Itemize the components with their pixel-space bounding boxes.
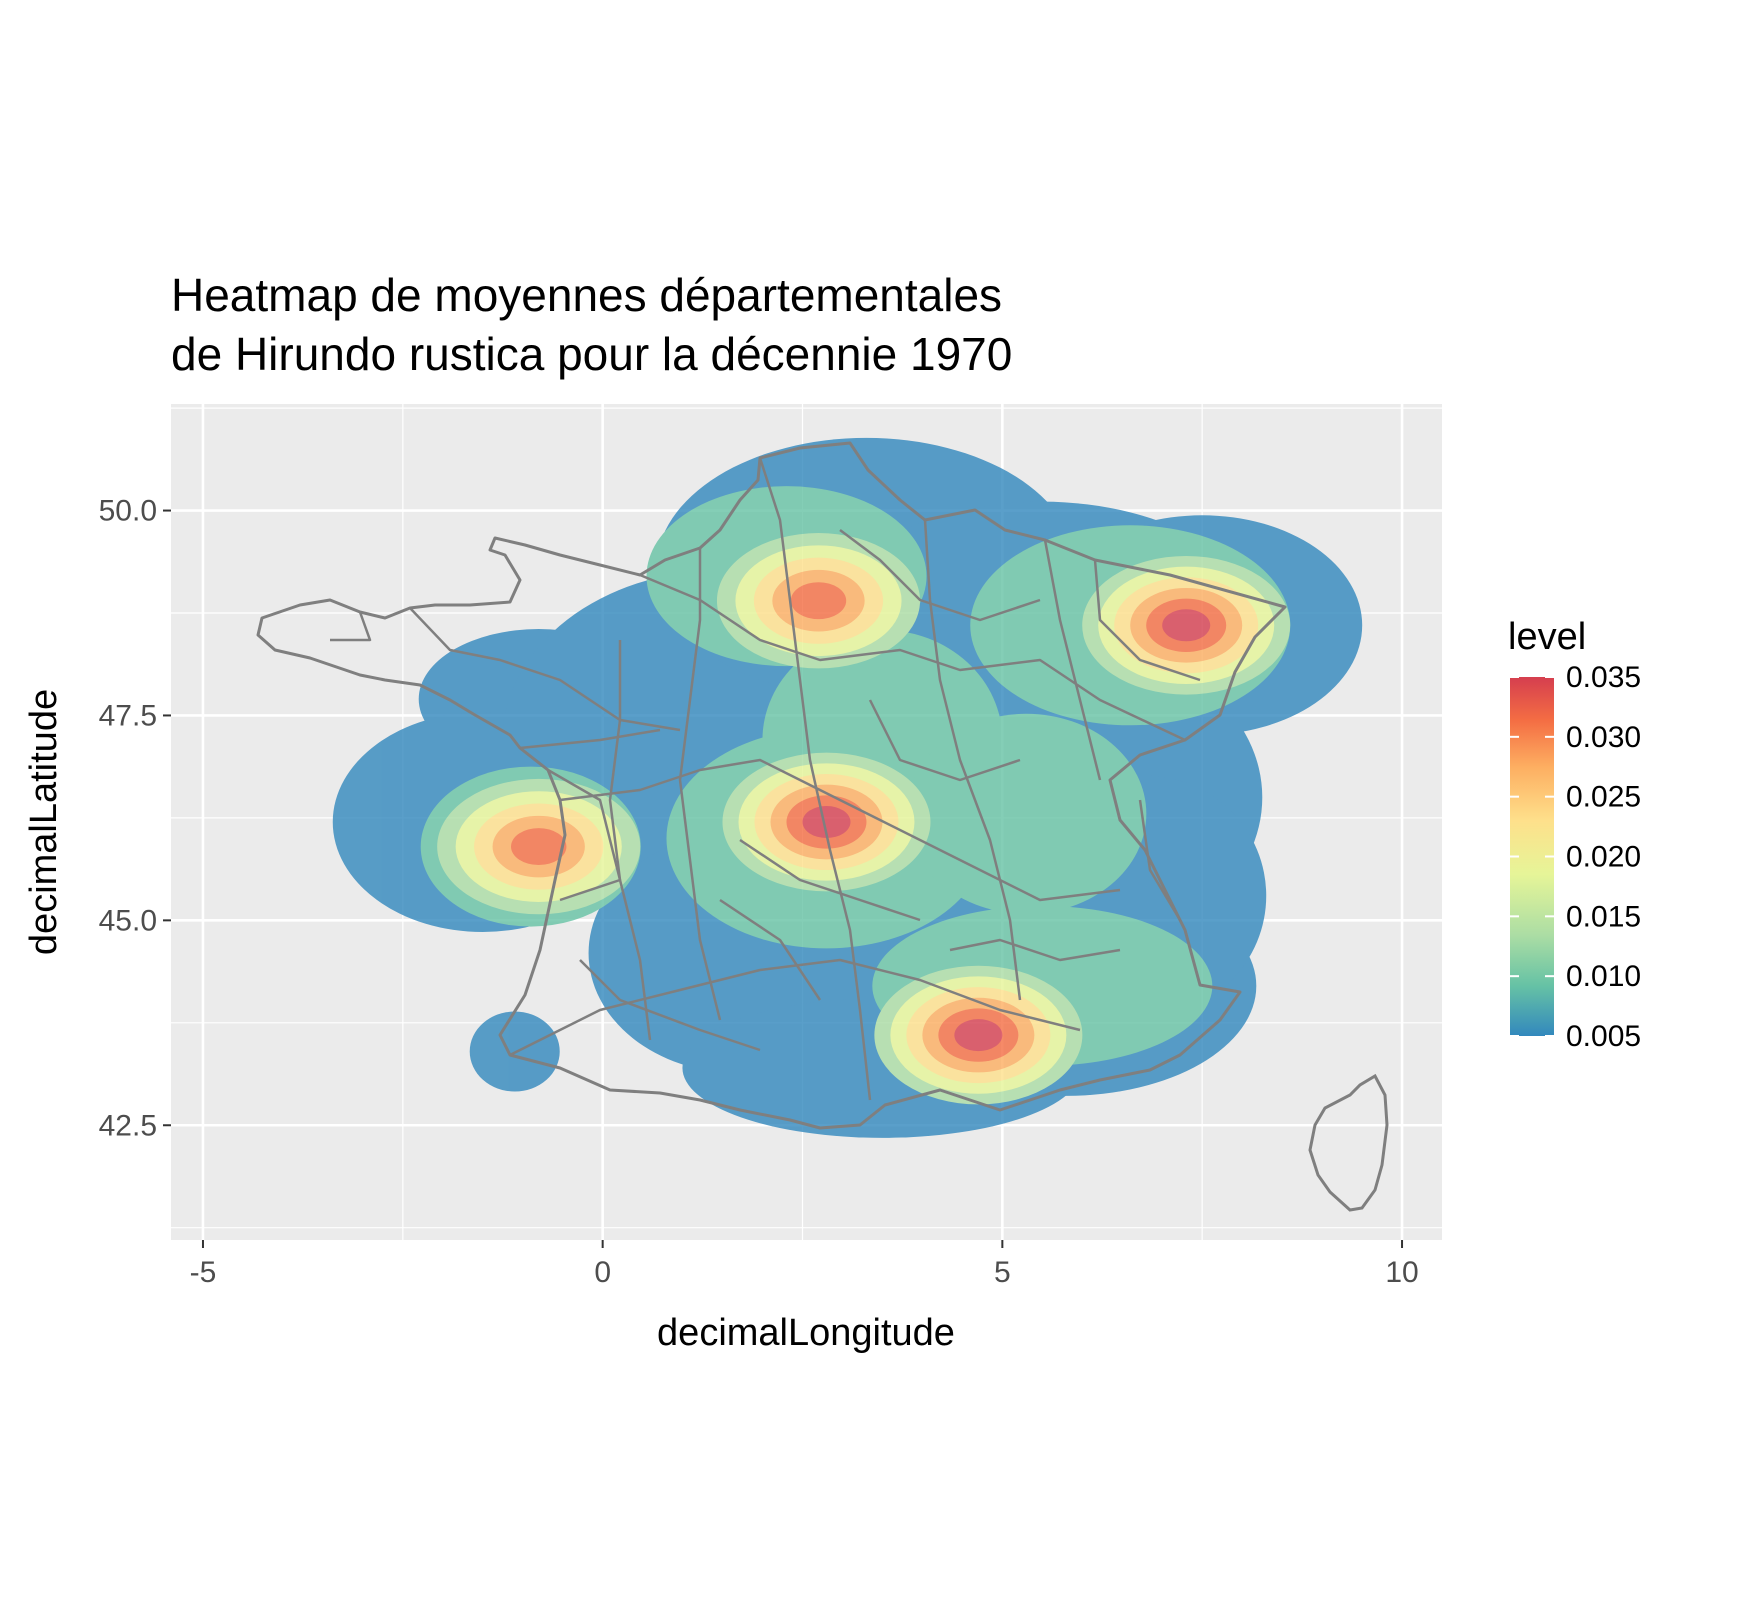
legend-label: 0.015 bbox=[1566, 900, 1641, 933]
x-tick-label: 5 bbox=[994, 1256, 1011, 1289]
density-hotspot bbox=[716, 533, 921, 669]
legend: level 0.005 0.010 0.015 0.020 0.025 0.030 0.03… bbox=[1508, 616, 1641, 1053]
y-tick-label: 50.0 bbox=[99, 495, 157, 528]
chart-title-line-1: Heatmap de moyennes départementales bbox=[171, 269, 1002, 321]
y-tick-label: 42.5 bbox=[99, 1109, 157, 1142]
x-tick-label: -5 bbox=[190, 1256, 217, 1289]
x-axis-title: decimalLongitude bbox=[657, 1312, 955, 1354]
density-level-ring bbox=[790, 582, 847, 620]
legend-label: 0.020 bbox=[1566, 841, 1641, 874]
legend-label: 0.005 bbox=[1566, 1020, 1641, 1053]
legend-ticks: 0.005 0.010 0.015 0.020 0.025 0.030 0.035 bbox=[1510, 661, 1641, 1053]
legend-title: level bbox=[1508, 616, 1586, 658]
y-tick-label: 47.5 bbox=[99, 699, 157, 732]
chart-title-line-2: de Hirundo rustica pour la décennie 1970 bbox=[171, 328, 1012, 380]
department-boundaries bbox=[330, 457, 1201, 1101]
x-tick-label: 10 bbox=[1385, 1256, 1418, 1289]
legend-label: 0.025 bbox=[1566, 781, 1641, 814]
density-level-ring bbox=[1162, 609, 1211, 642]
density-level-ring bbox=[511, 828, 567, 866]
x-tick-label: 0 bbox=[594, 1256, 611, 1289]
density-hotspot bbox=[874, 965, 1083, 1105]
corsica-outline bbox=[1308, 1073, 1389, 1212]
legend-label: 0.030 bbox=[1566, 721, 1641, 754]
y-axis-title: decimalLatitude bbox=[23, 689, 65, 955]
map-layer bbox=[256, 437, 1389, 1212]
density-level-ring bbox=[802, 806, 851, 838]
x-axis: -5 0 5 10 bbox=[190, 1240, 1419, 1289]
density-hotspot bbox=[437, 778, 641, 915]
legend-label: 0.010 bbox=[1566, 960, 1641, 993]
density-level-ring bbox=[954, 1019, 1003, 1052]
legend-label: 0.035 bbox=[1566, 661, 1641, 694]
density-mid-region bbox=[906, 713, 1147, 914]
y-axis: 42.5 45.0 47.5 50.0 bbox=[99, 495, 171, 1142]
density-hotspot bbox=[1082, 555, 1291, 695]
density-hotspot bbox=[722, 752, 931, 892]
y-tick-label: 45.0 bbox=[99, 904, 157, 937]
